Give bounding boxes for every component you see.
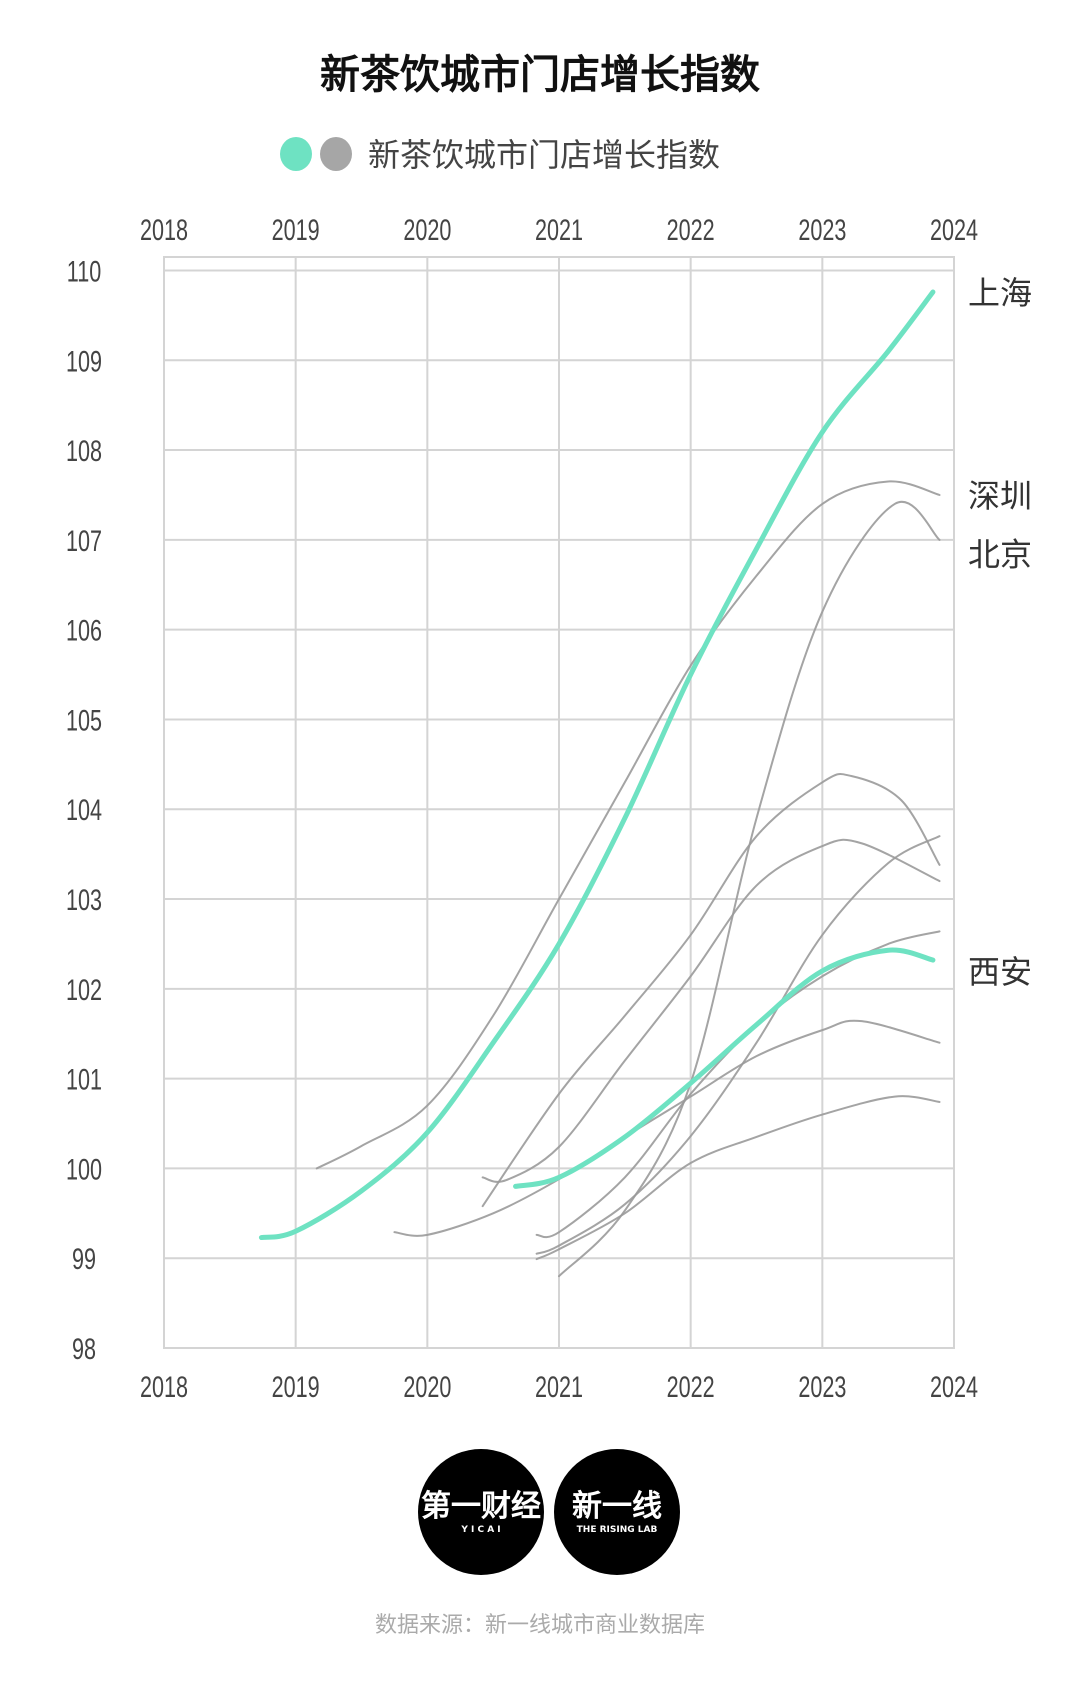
series-line-city-7 — [535, 930, 941, 1239]
series-line-北京 — [558, 500, 941, 1278]
logo-rising-lab-circle — [554, 1449, 680, 1575]
series-line-city-4 — [481, 773, 941, 1208]
logo-yicai-sub: Y I C A I — [460, 1525, 500, 1535]
x-tick-label-top: 2023 — [798, 212, 846, 246]
x-tick-label-bottom: 2024 — [930, 1369, 978, 1403]
series-lines — [258, 289, 941, 1278]
legend-label: 新茶饮城市门店增长指数 — [368, 136, 720, 174]
y-tick-label: 108 — [66, 434, 102, 468]
y-tick-label: 105 — [66, 703, 102, 737]
chart-title: 新茶饮城市门店增长指数 — [320, 52, 760, 98]
x-tick-label-bottom: 2021 — [535, 1369, 583, 1403]
logo-rising-lab: 新一线 THE RISING LAB — [554, 1449, 680, 1575]
series-label: 上海 — [968, 274, 1032, 312]
y-tick-label: 98 — [72, 1331, 96, 1365]
y-tick-label: 101 — [66, 1062, 102, 1096]
x-tick-label-top: 2024 — [930, 212, 978, 246]
x-tick-label-bottom: 2020 — [403, 1369, 451, 1403]
logo-rising-lab-text: 新一线 — [572, 1489, 662, 1524]
series-line-city-6 — [535, 835, 941, 1255]
x-tick-label-bottom: 2018 — [140, 1369, 188, 1403]
series-line-上海 — [258, 289, 936, 1241]
y-tick-label: 106 — [66, 613, 102, 647]
y-tick-label: 100 — [66, 1152, 102, 1186]
series-label: 北京 — [968, 535, 1032, 573]
logo-rising-lab-sub: THE RISING LAB — [577, 1525, 658, 1535]
series-label: 西安 — [968, 953, 1032, 991]
series-line-city-8 — [393, 1019, 941, 1237]
x-tick-label-top: 2019 — [272, 212, 320, 246]
x-tick-label-top: 2018 — [140, 212, 188, 246]
x-tick-label-bottom: 2023 — [798, 1369, 846, 1403]
series-line-西安 — [513, 947, 936, 1189]
legend: 新茶饮城市门店增长指数 — [280, 136, 720, 174]
y-tick-label: 104 — [66, 793, 102, 827]
x-tick-label-top: 2020 — [403, 212, 451, 246]
series-label: 深圳 — [968, 477, 1032, 515]
x-tick-label-bottom: 2022 — [667, 1369, 715, 1403]
legend-marker-highlight — [280, 137, 312, 171]
y-tick-label: 110 — [67, 254, 101, 288]
x-tick-label-bottom: 2019 — [272, 1369, 320, 1403]
series-line-city-5 — [481, 838, 941, 1183]
y-tick-label: 107 — [66, 523, 102, 557]
grid — [163, 256, 955, 1349]
y-tick-label: 109 — [66, 344, 102, 378]
series-line-深圳 — [315, 480, 941, 1170]
series-line-city-9 — [535, 1095, 941, 1261]
y-tick-label: 99 — [72, 1242, 96, 1276]
logo-yicai-text: 第一财经 — [421, 1489, 541, 1524]
y-tick-label: 102 — [66, 972, 102, 1006]
x-tick-label-top: 2021 — [535, 212, 583, 246]
source-note: 数据来源：新一线城市商业数据库 — [375, 1613, 705, 1638]
logo-yicai: 第一财经 Y I C A I — [418, 1449, 544, 1575]
x-tick-label-top: 2022 — [667, 212, 715, 246]
axis-labels: 98 99 100 101 102 103 104 105 106 107 108 109 110 201… — [66, 212, 978, 1403]
y-tick-label: 103 — [66, 882, 102, 916]
logo-yicai-circle — [418, 1449, 544, 1575]
legend-marker-other — [320, 137, 352, 171]
